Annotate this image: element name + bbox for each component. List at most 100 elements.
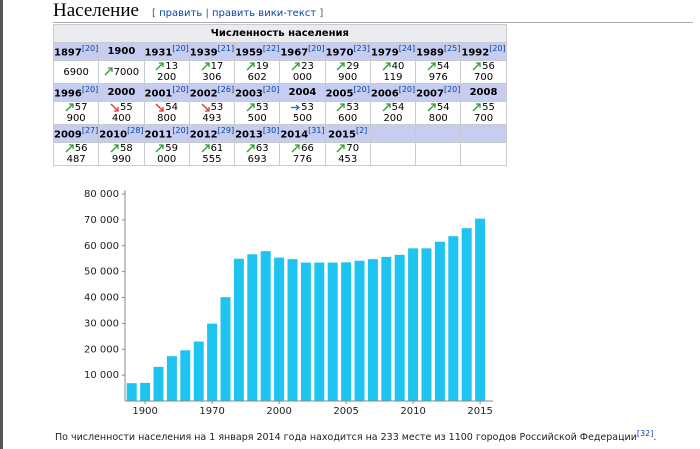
footnote-ref[interactable]: [20] [81, 44, 99, 54]
footnote-ref[interactable]: [23] [353, 44, 370, 54]
year-row: 1996[20] 2000 2001[20] 2002[26] 2003[20] 2004… [52, 83, 507, 102]
trend-arrow [201, 61, 210, 70]
bar [461, 228, 472, 401]
footnote-ref[interactable]: [29] [217, 126, 235, 136]
year: 1992 [461, 47, 490, 59]
bar [247, 254, 258, 401]
arrow-stroke [385, 61, 391, 67]
arrow-stroke [155, 144, 164, 152]
trend-arrow [427, 61, 436, 70]
arrow-stroke [340, 102, 346, 108]
year: 2009 [54, 129, 82, 141]
footnote-ref[interactable]: [20] [262, 85, 280, 95]
footnote-ref[interactable]: [32] [636, 429, 654, 438]
year: 2008 [469, 87, 498, 98]
footnote-ref[interactable]: [20] [353, 85, 370, 95]
arrow-stroke [295, 104, 301, 110]
value-cell: 29 900 [324, 60, 371, 84]
value-cell: 13 200 [143, 60, 190, 84]
arrow-stroke [382, 103, 391, 111]
bar [220, 297, 231, 401]
trend-arrow [110, 103, 119, 112]
footnote-ref[interactable]: [28] [127, 126, 144, 136]
value: 13 200 [157, 61, 179, 83]
trend-arrow [336, 102, 346, 111]
value-cell: 40 119 [369, 60, 417, 84]
arrow-stroke [159, 61, 164, 67]
value-cell: 58 990 [98, 142, 145, 166]
footnote-ref[interactable]: [20] [398, 85, 416, 95]
year: 2013 [235, 129, 263, 141]
trend-arrow [382, 61, 391, 70]
trend-arrow [155, 61, 164, 70]
year-cell: 2005[20] [324, 83, 371, 102]
value-cell: 61 555 [188, 142, 236, 166]
trend-arrow [427, 102, 436, 111]
year: 1989 [416, 47, 444, 59]
population-table: Численность населения 1897[20] 1900 1931[2… [52, 24, 507, 166]
paragraph: По численности населения на 1 января 201… [55, 429, 656, 443]
value: 56 487 [66, 143, 88, 165]
footnote-ref[interactable]: [30] [262, 126, 280, 136]
arrow-stroke [201, 144, 210, 152]
arrow-stroke [204, 143, 210, 149]
year-cell: 2012[29] [188, 124, 236, 143]
arrow-stroke [427, 62, 436, 70]
footnote-ref[interactable]: [20] [172, 85, 189, 95]
footnote-ref[interactable]: [20] [81, 85, 99, 95]
edit-source-link[interactable]: править вики-текст [212, 8, 317, 19]
arrow-stroke [385, 102, 391, 108]
bar [394, 254, 405, 401]
footnote-ref[interactable]: [20] [172, 44, 189, 54]
year: 1931 [144, 47, 173, 59]
value: 19 602 [247, 61, 269, 83]
footnote-ref[interactable]: [31] [308, 126, 325, 136]
footnote-ref[interactable]: [24] [398, 44, 416, 54]
value-cell: 54 976 [415, 60, 462, 84]
bar [153, 366, 164, 401]
trend-arrow [201, 143, 210, 152]
footnote-ref[interactable]: [2] [355, 126, 368, 136]
y-tick-label: 40 000 [84, 293, 119, 304]
arrow-stroke [472, 62, 481, 70]
arrow-stroke [430, 102, 436, 108]
bar [140, 382, 151, 401]
arrow-stroke [104, 67, 113, 76]
year: 2015 [328, 129, 356, 141]
footnote-ref[interactable]: [26] [217, 85, 235, 95]
value-cell: 63 693 [234, 142, 281, 166]
value: 70 453 [338, 143, 360, 165]
footnote-ref[interactable]: [20] [443, 85, 461, 95]
trend-arrow [65, 143, 74, 152]
footnote-ref[interactable]: [25] [443, 44, 461, 54]
arrow-stroke [476, 102, 481, 108]
trend-arrow [246, 102, 255, 111]
arrow-stroke [427, 103, 436, 111]
trend-arrow [382, 102, 391, 111]
footnote-ref[interactable]: [20] [308, 44, 325, 54]
value-cell: 56 700 [460, 60, 507, 84]
year-cell: 1959[22] [234, 42, 281, 61]
value: 54 800 [157, 102, 179, 124]
arrow-stroke [249, 61, 255, 67]
footnote-ref[interactable]: [27] [81, 126, 99, 136]
arrow-stroke [249, 102, 255, 108]
year-cell: 2013[30] [234, 124, 281, 143]
trend-arrow [472, 102, 481, 111]
year-row: 1897[20] 1900 1931[20] 1939[21] 1959[22] 1967… [52, 42, 507, 61]
edit-link[interactable]: править [159, 8, 203, 19]
trend-arrow [155, 103, 164, 112]
year: 1939 [189, 47, 218, 59]
x-tick-label: 2010 [400, 406, 425, 417]
bar [260, 251, 271, 401]
arrow-stroke [336, 144, 345, 152]
y-tick-label: 70 000 [84, 215, 119, 226]
footnote-ref[interactable]: [22] [262, 44, 280, 54]
footnote-ref[interactable]: [20] [172, 126, 189, 136]
value-row: 56 487 58 990 59 000 61 555 63 693 66 776 70 4… [52, 142, 507, 166]
footnote-ref[interactable]: [21] [217, 44, 235, 54]
year-cell: 1992[20] [460, 42, 507, 61]
year: 2006 [370, 88, 399, 100]
footnote-ref[interactable]: [20] [489, 44, 506, 54]
arrow-stroke [336, 62, 345, 70]
